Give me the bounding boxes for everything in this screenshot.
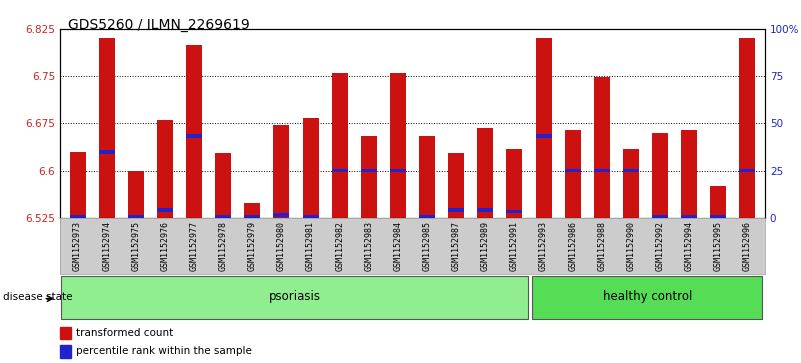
Text: GSM1152977: GSM1152977 — [190, 221, 199, 270]
Bar — [215, 215, 231, 219]
Bar — [681, 130, 697, 218]
Text: GSM1152978: GSM1152978 — [219, 221, 227, 270]
Bar — [244, 215, 260, 219]
Bar — [652, 215, 668, 219]
Text: GSM1152991: GSM1152991 — [510, 221, 519, 270]
Bar — [681, 215, 697, 219]
Bar — [360, 136, 376, 218]
Bar — [99, 38, 115, 218]
Bar — [157, 208, 173, 212]
Bar — [506, 209, 522, 213]
Bar — [244, 203, 260, 218]
Text: psoriasis: psoriasis — [269, 290, 321, 303]
Bar — [623, 169, 639, 172]
Bar — [594, 169, 610, 172]
Bar — [536, 38, 552, 218]
Bar — [506, 148, 522, 218]
Text: GSM1152975: GSM1152975 — [131, 221, 140, 270]
Bar — [739, 38, 755, 218]
Text: GSM1152992: GSM1152992 — [655, 221, 665, 270]
Bar — [739, 169, 755, 172]
Text: GSM1152979: GSM1152979 — [248, 221, 257, 270]
Text: GSM1152987: GSM1152987 — [452, 221, 461, 270]
Bar — [623, 148, 639, 218]
Bar — [70, 215, 86, 219]
Bar — [419, 136, 435, 218]
Bar — [303, 215, 319, 219]
Text: disease state: disease state — [3, 292, 73, 302]
Text: GSM1152995: GSM1152995 — [714, 221, 723, 270]
Text: GSM1152996: GSM1152996 — [743, 221, 752, 270]
Text: GSM1152983: GSM1152983 — [364, 221, 373, 270]
Bar — [536, 134, 552, 138]
Bar — [128, 215, 144, 219]
Text: GSM1152981: GSM1152981 — [306, 221, 315, 270]
Text: GSM1152973: GSM1152973 — [73, 221, 82, 270]
Bar — [594, 77, 610, 218]
Bar — [215, 153, 231, 218]
Text: GSM1152988: GSM1152988 — [598, 221, 606, 270]
Text: transformed count: transformed count — [75, 328, 173, 338]
Bar — [186, 134, 202, 138]
Bar — [710, 215, 727, 219]
Bar — [449, 208, 465, 212]
Bar — [273, 125, 289, 218]
Bar — [128, 171, 144, 218]
Bar — [477, 128, 493, 218]
Bar — [303, 118, 319, 218]
Bar — [477, 208, 493, 212]
Bar — [565, 169, 581, 172]
Bar — [99, 150, 115, 154]
Text: GSM1152974: GSM1152974 — [103, 221, 111, 270]
Text: GSM1152993: GSM1152993 — [539, 221, 548, 270]
Text: GDS5260 / ILMN_2269619: GDS5260 / ILMN_2269619 — [68, 18, 250, 32]
Bar — [565, 130, 581, 218]
Bar — [652, 133, 668, 218]
Text: GSM1152984: GSM1152984 — [393, 221, 402, 270]
Text: GSM1152989: GSM1152989 — [481, 221, 490, 270]
Text: GSM1152985: GSM1152985 — [423, 221, 432, 270]
Text: percentile rank within the sample: percentile rank within the sample — [75, 346, 252, 356]
Bar — [332, 73, 348, 218]
Bar — [60, 327, 70, 339]
Text: GSM1152986: GSM1152986 — [568, 221, 578, 270]
Text: GSM1152982: GSM1152982 — [335, 221, 344, 270]
Bar — [157, 120, 173, 218]
Bar — [449, 153, 465, 218]
Bar — [332, 169, 348, 172]
Text: GSM1152990: GSM1152990 — [626, 221, 635, 270]
Bar — [419, 215, 435, 219]
Bar — [61, 277, 528, 319]
Bar — [390, 73, 406, 218]
Bar — [60, 345, 70, 358]
Text: GSM1152994: GSM1152994 — [685, 221, 694, 270]
Bar — [710, 186, 727, 218]
Text: healthy control: healthy control — [603, 290, 692, 303]
Bar — [186, 45, 202, 218]
Bar — [390, 169, 406, 172]
Text: GSM1152980: GSM1152980 — [277, 221, 286, 270]
Bar — [70, 152, 86, 218]
Text: GSM1152976: GSM1152976 — [160, 221, 170, 270]
Bar — [273, 213, 289, 217]
Bar — [360, 169, 376, 172]
Bar — [533, 277, 762, 319]
